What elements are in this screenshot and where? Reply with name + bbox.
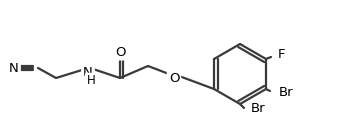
Text: F: F [278, 49, 286, 61]
Text: N: N [9, 61, 19, 75]
Text: Br: Br [279, 86, 293, 98]
Text: O: O [115, 46, 125, 58]
Text: N: N [83, 66, 93, 78]
Text: O: O [169, 72, 179, 84]
Text: H: H [87, 75, 95, 87]
Text: Br: Br [251, 103, 265, 115]
